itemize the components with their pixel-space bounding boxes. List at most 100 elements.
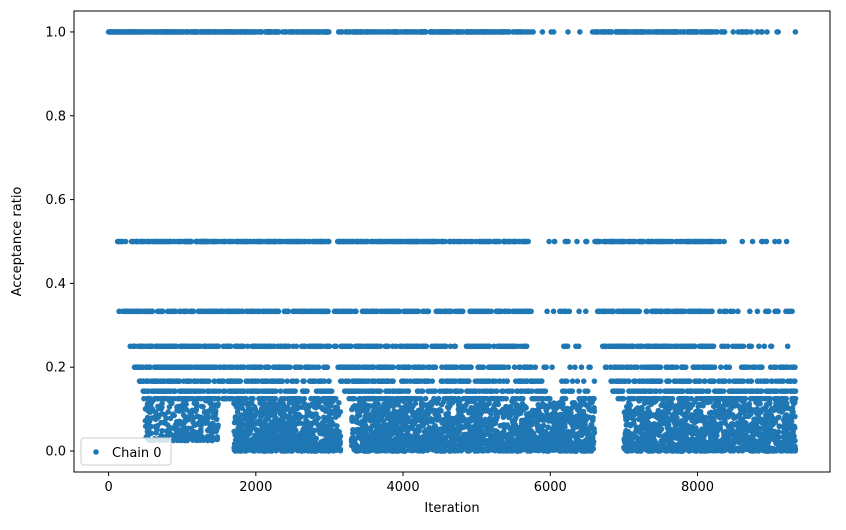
data-point [682,364,689,371]
data-point [730,29,737,35]
data-point [351,395,358,402]
data-point [503,395,509,402]
data-point [246,418,253,424]
data-point [259,438,266,444]
data-point [213,416,220,423]
data-point [159,400,165,407]
data-point [242,423,249,429]
data-point [288,447,294,454]
data-point [177,419,184,425]
data-point [303,437,309,443]
data-point [488,308,495,315]
data-point [480,364,487,371]
data-point [145,407,151,414]
data-point [528,308,534,315]
data-point [307,443,314,450]
data-point [705,388,712,394]
data-point [322,428,328,434]
data-point [244,409,250,415]
data-point [709,308,715,315]
data-point [188,238,195,245]
data-point [718,364,724,371]
data-point [184,437,191,444]
data-point [493,388,500,394]
data-point [792,364,798,371]
data-point [768,343,775,350]
data-point [405,388,412,394]
data-point [551,238,558,245]
data-point [505,364,512,371]
data-point [764,29,770,35]
data-point [608,29,615,35]
data-point [309,413,316,420]
data-point [783,238,790,245]
data-point [334,446,341,453]
data-point [739,238,746,245]
data-point [543,364,549,371]
data-point [304,388,310,394]
data-point [149,398,156,404]
data-point [546,238,552,245]
data-point [190,308,197,315]
data-point [211,408,217,415]
data-point [504,378,511,384]
data-point [287,364,293,371]
data-point [209,420,216,427]
data-point [293,343,300,350]
data-point [576,388,582,394]
data-point [334,406,340,412]
data-point [205,414,212,420]
data-point [761,343,768,350]
data-point [539,29,546,35]
data-point [328,388,335,394]
data-point [580,378,587,384]
data-point [569,388,576,394]
data-point [237,378,244,384]
data-point [327,440,333,447]
data-point [155,414,161,420]
data-point [290,404,297,411]
data-point [576,308,582,315]
data-point [183,406,190,413]
data-point [572,364,578,371]
data-point [333,343,339,350]
data-point [235,397,241,404]
data-point [270,440,276,446]
data-point [251,403,258,410]
data-point [673,364,680,371]
data-point [209,437,215,444]
data-point [180,412,187,418]
data-point [285,406,292,413]
data-point [290,422,297,429]
data-point [496,238,503,245]
data-point [563,378,570,384]
data-point [686,378,693,384]
data-point [550,29,557,35]
data-point [423,343,430,350]
data-point [336,399,342,406]
data-point [331,428,338,435]
data-point [299,398,306,405]
data-point [620,395,627,402]
data-point [506,29,512,35]
data-point [429,378,436,384]
data-point [167,415,174,422]
data-point [323,398,330,405]
data-point [279,378,286,384]
data-point [390,364,396,371]
data-point [748,29,755,35]
data-point [542,388,549,394]
data-point [264,416,270,423]
data-point [306,424,312,431]
data-point [546,395,553,402]
data-point [205,408,212,414]
data-point [775,29,781,35]
data-point [725,343,731,350]
data-point [776,238,782,245]
data-point [792,388,799,394]
data-point [273,427,280,434]
data-point [564,343,571,350]
data-point [231,441,238,447]
data-point [122,238,129,245]
